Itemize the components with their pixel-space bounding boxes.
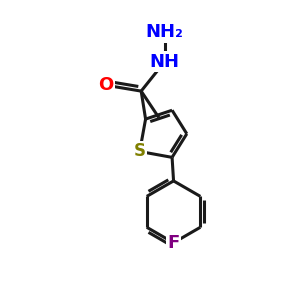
Text: O: O	[98, 76, 113, 94]
Text: S: S	[134, 142, 146, 160]
Text: F: F	[167, 234, 180, 252]
Text: NH: NH	[150, 53, 180, 71]
Text: NH₂: NH₂	[146, 23, 184, 41]
